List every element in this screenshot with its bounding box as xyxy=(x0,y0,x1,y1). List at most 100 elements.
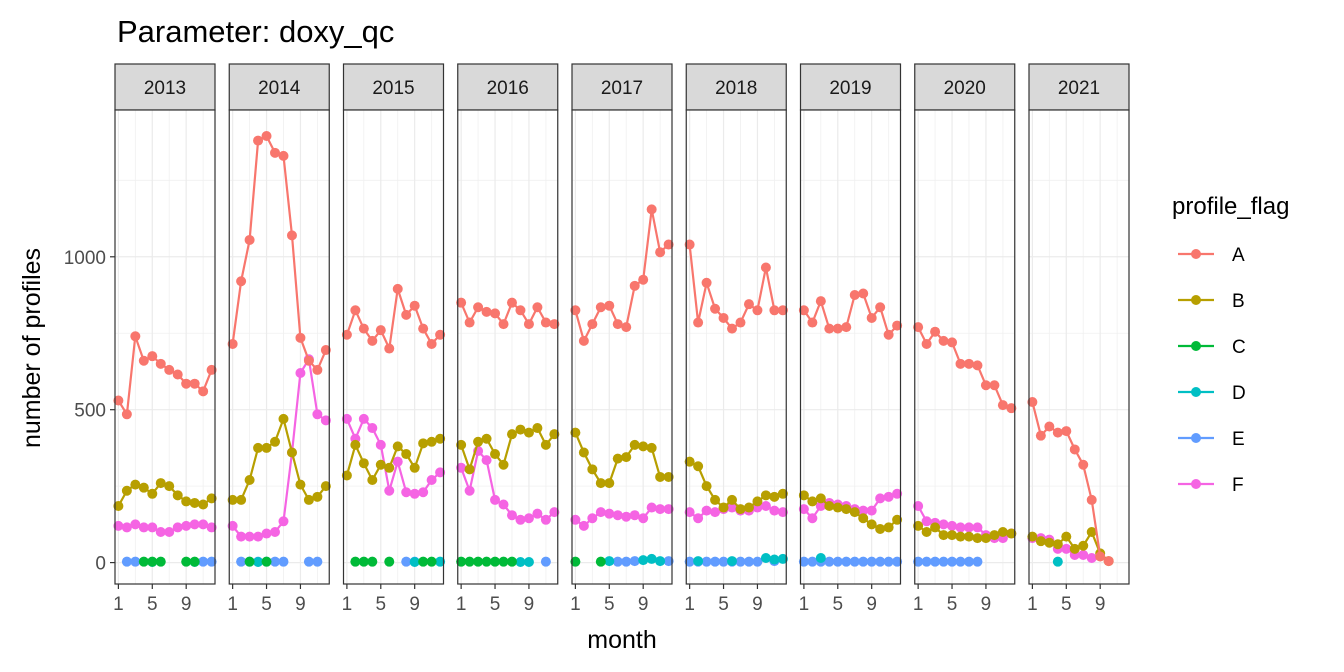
data-point-F xyxy=(481,455,492,466)
data-point-F xyxy=(164,527,175,538)
data-point-C xyxy=(384,556,395,567)
data-point-F xyxy=(227,520,238,531)
legend-items: A B C D E F xyxy=(1178,245,1246,496)
data-point-B xyxy=(938,530,949,541)
data-point-B xyxy=(481,433,492,444)
x-tick-label: 5 xyxy=(1061,594,1072,615)
data-point-B xyxy=(435,433,446,444)
data-point-A xyxy=(646,204,657,215)
data-point-A xyxy=(570,305,581,316)
data-point-B xyxy=(875,523,886,534)
data-point-A xyxy=(930,326,941,337)
data-point-E xyxy=(824,556,835,567)
x-tick-label: 5 xyxy=(490,594,501,615)
x-tick-label: 9 xyxy=(181,594,192,615)
x-tick-label: 5 xyxy=(947,594,958,615)
data-point-A xyxy=(807,317,818,328)
data-point-E xyxy=(866,556,877,567)
x-tick-label: 1 xyxy=(570,594,581,615)
data-point-E xyxy=(858,556,869,567)
data-point-F xyxy=(1086,553,1097,564)
data-point-F xyxy=(367,423,378,434)
data-point-B xyxy=(646,442,657,453)
data-point-A xyxy=(286,230,297,241)
data-point-D xyxy=(693,556,704,567)
facet-strip xyxy=(1028,63,1130,111)
data-point-E xyxy=(883,556,894,567)
facet-strip xyxy=(571,63,673,111)
data-point-B xyxy=(752,496,763,507)
series-D xyxy=(409,556,446,567)
data-point-B xyxy=(1052,539,1063,550)
panel-border xyxy=(571,109,673,585)
series-C xyxy=(138,556,200,567)
facet-strip xyxy=(914,63,1016,111)
data-point-B xyxy=(1061,531,1072,542)
data-point-E xyxy=(540,556,551,567)
data-point-B xyxy=(684,456,695,467)
data-point-A xyxy=(892,320,903,331)
facet-strip-label: 2016 xyxy=(487,78,529,99)
data-point-A xyxy=(113,395,124,406)
data-point-A xyxy=(638,274,649,285)
data-point-E xyxy=(701,556,712,567)
series-C xyxy=(244,556,272,567)
data-point-A xyxy=(1103,556,1114,567)
series-C xyxy=(570,556,606,567)
data-point-B xyxy=(236,494,247,505)
facet-panel-2013: 2013 1 5 9 xyxy=(113,63,217,615)
x-tick-label: 1 xyxy=(456,594,467,615)
data-point-F xyxy=(464,485,475,496)
data-point-B xyxy=(320,481,331,492)
data-point-B xyxy=(947,530,958,541)
data-point-B xyxy=(540,439,551,450)
data-point-B xyxy=(587,464,598,475)
data-point-A xyxy=(506,297,517,308)
x-tick-label: 1 xyxy=(1027,594,1038,615)
data-point-A xyxy=(426,338,437,349)
data-point-A xyxy=(549,319,560,330)
data-point-B xyxy=(883,522,894,533)
data-point-F xyxy=(621,511,632,522)
legend-label: D xyxy=(1232,383,1246,404)
data-point-A xyxy=(858,288,869,299)
data-point-C xyxy=(473,556,484,567)
data-point-E xyxy=(629,556,640,567)
series-D xyxy=(693,553,788,567)
data-point-A xyxy=(1078,459,1089,470)
data-point-F xyxy=(769,505,780,516)
data-point-B xyxy=(578,447,589,458)
data-point-F xyxy=(490,494,501,505)
data-point-A xyxy=(261,130,272,141)
data-point-C xyxy=(506,556,517,567)
data-point-F xyxy=(498,499,509,510)
data-point-F xyxy=(587,513,598,524)
facet-strip-label: 2015 xyxy=(372,78,414,99)
data-point-E xyxy=(684,556,695,567)
data-point-F xyxy=(198,519,209,530)
panel-background xyxy=(1029,110,1129,584)
data-point-B xyxy=(798,490,809,501)
data-point-B xyxy=(921,527,932,538)
data-point-B xyxy=(270,436,281,447)
data-point-A xyxy=(883,329,894,340)
data-point-A xyxy=(663,239,674,250)
data-point-B xyxy=(418,438,429,449)
data-point-A xyxy=(938,335,949,346)
data-point-D xyxy=(515,556,526,567)
data-point-A xyxy=(875,302,886,313)
data-point-E xyxy=(735,556,746,567)
data-point-E xyxy=(278,556,289,567)
data-point-A xyxy=(164,364,175,375)
data-point-A xyxy=(655,247,666,258)
data-point-B xyxy=(278,413,289,424)
data-point-B xyxy=(375,459,386,470)
legend-label: C xyxy=(1232,337,1246,358)
data-point-B xyxy=(155,478,166,489)
series-C xyxy=(350,556,437,567)
data-point-D xyxy=(815,553,826,564)
data-point-B xyxy=(815,493,826,504)
data-point-A xyxy=(913,322,924,333)
data-point-B xyxy=(1044,537,1055,548)
